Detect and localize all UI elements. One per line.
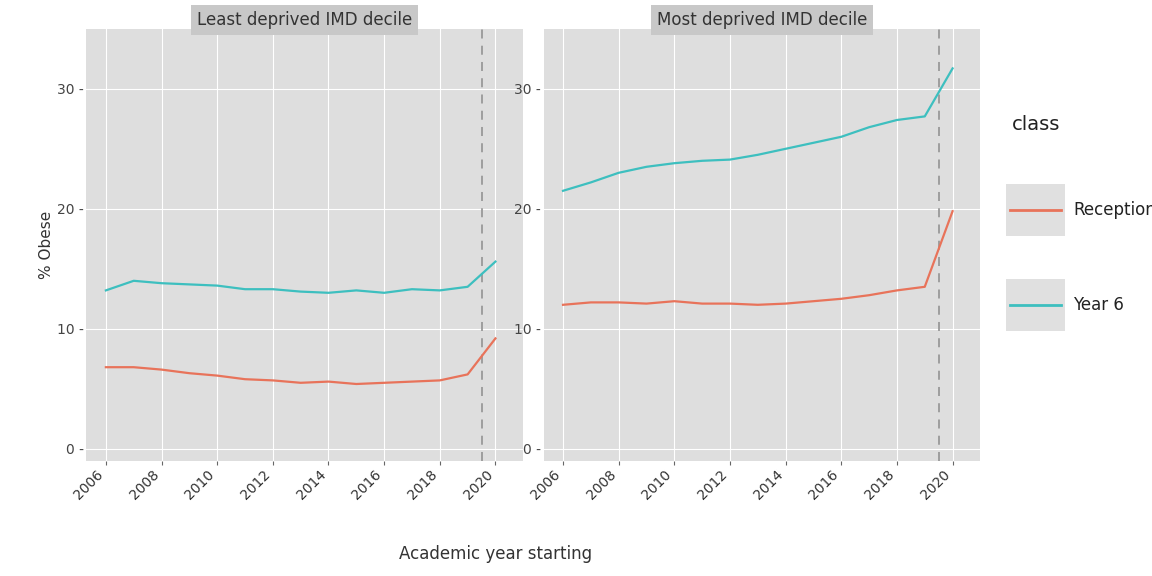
Y-axis label: % Obese: % Obese xyxy=(39,211,54,279)
FancyBboxPatch shape xyxy=(1007,184,1064,236)
Text: Year 6: Year 6 xyxy=(1074,296,1124,314)
FancyBboxPatch shape xyxy=(1007,279,1064,331)
Text: Most deprived IMD decile: Most deprived IMD decile xyxy=(657,11,867,29)
Text: Academic year starting: Academic year starting xyxy=(399,545,592,563)
Text: Least deprived IMD decile: Least deprived IMD decile xyxy=(197,11,412,29)
Text: Reception: Reception xyxy=(1074,201,1152,219)
Text: class: class xyxy=(1011,115,1060,134)
